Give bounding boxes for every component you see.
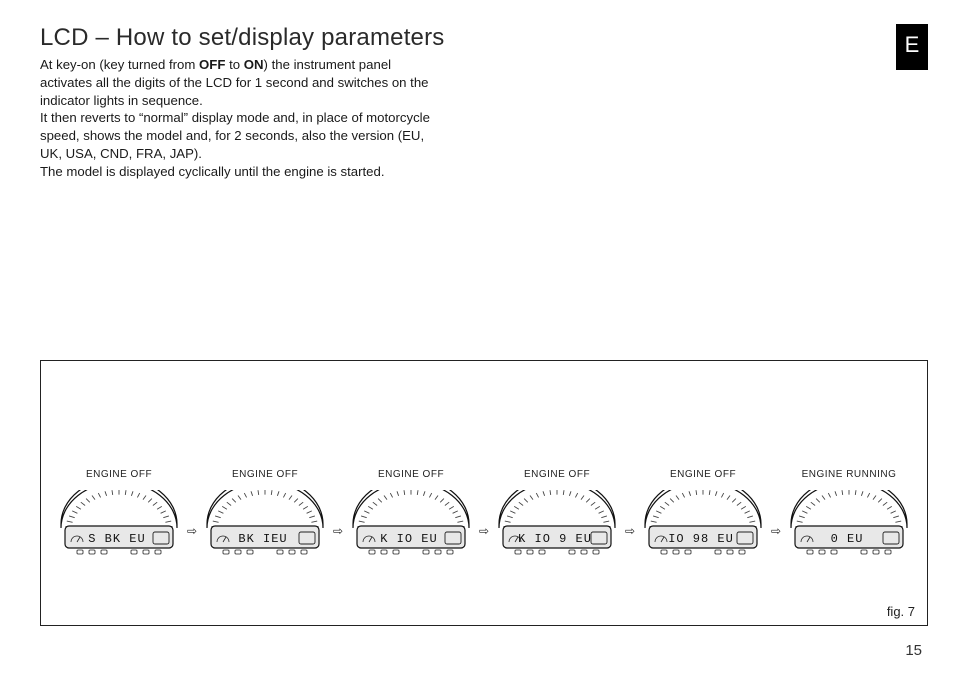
arrow-right-icon: ⇨ xyxy=(187,524,197,538)
svg-text:K IO 9 EU: K IO 9 EU xyxy=(518,532,592,546)
arrow-right-icon: ⇨ xyxy=(771,524,781,538)
instrument-svg: S BK EU xyxy=(55,490,183,556)
figure-7: ENGINE OFF S xyxy=(40,360,928,626)
instrument-sequence: ENGINE OFF S xyxy=(55,469,913,556)
instrument-panel: ENGINE OFF xyxy=(201,469,329,556)
section-heading: LCD – How to set/display parameters xyxy=(40,24,928,52)
figure-caption: fig. 7 xyxy=(887,604,915,619)
paragraph-1: At key-on (key turned from OFF to ON) th… xyxy=(40,56,440,109)
svg-text:S BK EU: S BK EU xyxy=(88,532,145,546)
instrument-svg: K IO 9 EU xyxy=(493,490,621,556)
svg-text:0 EU: 0 EU xyxy=(831,532,864,546)
sequence-arrow: ⇨ xyxy=(623,524,637,556)
instrument-panel: ENGINE OFF xyxy=(639,469,767,556)
instrument-panel: ENGINE OFF S xyxy=(55,469,183,556)
sequence-arrow: ⇨ xyxy=(185,524,199,556)
page-number: 15 xyxy=(905,642,922,659)
instrument-panel: ENGINE OFF K xyxy=(493,469,621,556)
sequence-arrow: ⇨ xyxy=(331,524,345,556)
svg-text:IO 98 EU: IO 98 EU xyxy=(668,532,734,546)
sequence-arrow: ⇨ xyxy=(769,524,783,556)
arrow-right-icon: ⇨ xyxy=(625,524,635,538)
instrument-svg: BK IEU xyxy=(201,490,329,556)
instrument-panel: ENGINE RUNNING xyxy=(785,469,913,556)
instrument-svg: K IO EU xyxy=(347,490,475,556)
language-tab: E xyxy=(896,24,928,70)
sequence-arrow: ⇨ xyxy=(477,524,491,556)
svg-text:BK IEU: BK IEU xyxy=(238,532,287,546)
paragraph-2: It then reverts to “normal” display mode… xyxy=(40,109,440,162)
arrow-right-icon: ⇨ xyxy=(479,524,489,538)
paragraph-3: The model is displayed cyclically until … xyxy=(40,163,440,181)
section-body: At key-on (key turned from OFF to ON) th… xyxy=(40,56,440,181)
instrument-svg: IO 98 EU xyxy=(639,490,767,556)
manual-page: E LCD – How to set/display parameters At… xyxy=(0,0,954,675)
panel-state-label: ENGINE RUNNING xyxy=(802,469,897,480)
language-tab-letter: E xyxy=(905,32,920,58)
panel-state-label: ENGINE OFF xyxy=(670,469,736,480)
panel-state-label: ENGINE OFF xyxy=(378,469,444,480)
instrument-panel: ENGINE OFF K xyxy=(347,469,475,556)
svg-text:K IO EU: K IO EU xyxy=(380,532,437,546)
instrument-svg: 0 EU xyxy=(785,490,913,556)
panel-state-label: ENGINE OFF xyxy=(524,469,590,480)
panel-state-label: ENGINE OFF xyxy=(86,469,152,480)
arrow-right-icon: ⇨ xyxy=(333,524,343,538)
panel-state-label: ENGINE OFF xyxy=(232,469,298,480)
